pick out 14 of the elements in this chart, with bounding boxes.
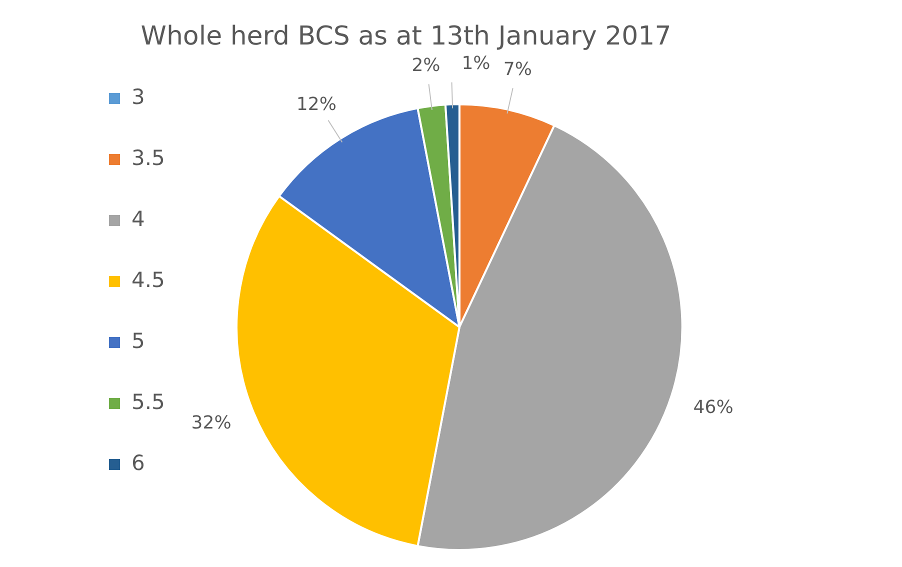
data-label: 12% xyxy=(296,94,336,115)
data-label: 2% xyxy=(412,54,440,76)
legend-label: 4.5 xyxy=(132,268,165,292)
data-label: 1% xyxy=(462,53,490,74)
legend-label: 5 xyxy=(132,328,145,353)
data-label: 7% xyxy=(503,59,532,80)
legend-label: 4 xyxy=(132,206,145,231)
legend-label: 5.5 xyxy=(132,390,165,414)
legend-label: 6 xyxy=(132,450,145,475)
data-label: 32% xyxy=(191,412,232,434)
data-label: 46% xyxy=(693,397,734,418)
legend-label: 3 xyxy=(132,84,145,109)
chart-title: Whole herd BCS as at 13th January 2017 xyxy=(140,21,672,52)
legend-label: 3.5 xyxy=(132,146,165,170)
